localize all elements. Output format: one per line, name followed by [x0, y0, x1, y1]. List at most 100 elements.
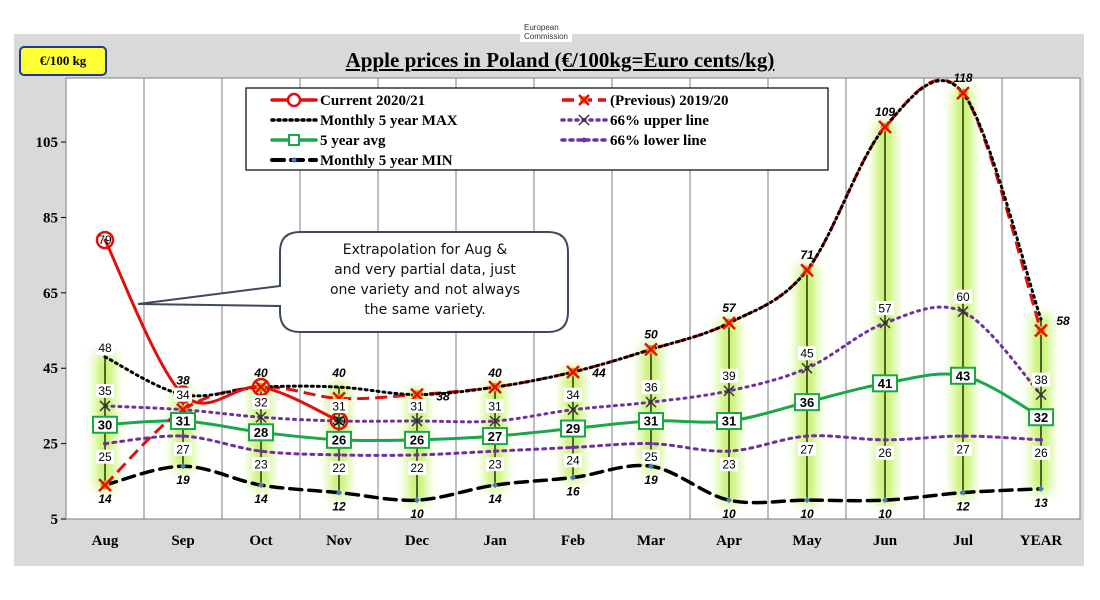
data-label-upper66-box	[1032, 372, 1050, 387]
data-label-upper66: 31	[410, 399, 424, 413]
x-tick-label: Jul	[953, 533, 973, 549]
legend-label: Monthly 5 year MIN	[320, 153, 453, 169]
y-tick-label: 25	[43, 437, 58, 453]
data-label-avg-box	[248, 423, 274, 442]
data-label-min: 10	[722, 507, 736, 521]
series-line-current	[103, 238, 341, 423]
data-label-min: 13	[1034, 496, 1048, 510]
data-label-upper66-box	[798, 346, 816, 361]
source-line: European	[524, 23, 559, 32]
data-label-avg: 32	[1034, 410, 1048, 425]
marker-previous	[1034, 323, 1048, 338]
data-label-lower66-box	[564, 453, 582, 468]
data-label-previous: 50	[644, 327, 658, 341]
data-label-lower66-box	[408, 460, 426, 475]
data-label-previous: 57	[722, 301, 737, 315]
data-label-current: 79	[98, 233, 112, 247]
marker-upper66	[333, 415, 345, 427]
data-label-avg: 41	[878, 376, 892, 391]
legend-label: 66% lower line	[610, 133, 707, 149]
marker-previous	[488, 380, 502, 394]
marker-min	[726, 497, 732, 504]
legend-label: (Previous) 2019/20	[610, 93, 728, 109]
marker-min	[1038, 485, 1044, 492]
data-label-avg-box	[716, 412, 742, 430]
marker-previous	[98, 478, 112, 492]
marker-previous	[800, 263, 814, 278]
marker-current	[251, 377, 271, 397]
data-label-lower66-box	[252, 457, 270, 472]
data-label-upper66: 39	[722, 369, 736, 383]
y-tick-label: 105	[36, 135, 59, 151]
x-tick-label: Jan	[483, 533, 507, 549]
data-label-avg-box	[638, 412, 664, 430]
marker-previous	[566, 365, 580, 379]
data-label-upper66: 32	[254, 396, 268, 410]
data-label-previous: 44	[591, 366, 606, 380]
data-label-upper66-box	[174, 387, 192, 402]
data-label-lower66: 27	[176, 442, 190, 456]
source-line: Commission	[524, 32, 569, 41]
callout-line: the same variety.	[364, 302, 486, 318]
legend	[245, 87, 829, 171]
x-tick-label: Dec	[405, 533, 429, 549]
marker-lower66	[415, 452, 419, 457]
marker-lower66	[805, 434, 809, 439]
legend-label: Current 2020/21	[320, 93, 425, 109]
marker-previous	[254, 380, 268, 394]
data-label-avg: 26	[332, 433, 346, 448]
data-label-lower66-box	[1032, 445, 1050, 460]
data-label-max: 40	[253, 366, 268, 380]
data-label-min: 10	[410, 507, 424, 521]
data-label-lower66-box	[96, 449, 114, 464]
data-label-lower66: 24	[566, 454, 580, 468]
marker-upper66	[645, 396, 657, 408]
marker-min	[648, 463, 654, 470]
data-label-max: 48	[98, 341, 112, 355]
marker-upper66	[255, 411, 267, 423]
data-label-upper66-box	[96, 383, 114, 398]
data-label-lower66: 27	[956, 442, 970, 456]
data-label-avg-box	[794, 393, 820, 412]
data-label-upper66-box	[486, 399, 504, 413]
marker-upper66	[957, 306, 969, 318]
data-label-upper66: 35	[98, 384, 112, 398]
legend-marker-previous	[578, 94, 590, 106]
callout-line: Extrapolation for Aug &	[342, 242, 508, 258]
data-label-avg-box	[872, 374, 898, 393]
marker-min	[414, 497, 420, 504]
legend-label: 5 year avg	[320, 133, 386, 149]
data-label-avg-box	[326, 430, 352, 449]
x-tick-label: Aug	[92, 533, 119, 549]
data-label-avg: 30	[98, 417, 112, 432]
data-label-avg-box	[950, 366, 976, 385]
data-label-lower66: 23	[254, 457, 268, 471]
marker-upper66	[1035, 389, 1047, 401]
legend-label: 66% upper line	[610, 113, 709, 129]
data-label-avg-box	[560, 419, 586, 438]
data-label-previous: 118	[953, 71, 972, 85]
marker-lower66	[103, 441, 107, 446]
data-label-max-box	[96, 340, 114, 355]
legend-marker-current	[286, 92, 302, 108]
x-tick-label: YEAR	[1020, 533, 1063, 549]
data-label-lower66: 22	[410, 461, 424, 475]
data-label-lower66: 25	[644, 450, 658, 464]
data-label-upper66-box	[408, 399, 426, 413]
data-label-max: 40	[487, 366, 502, 380]
marker-lower66	[649, 441, 653, 446]
data-label-lower66: 22	[332, 461, 346, 475]
data-label-upper66-box	[330, 399, 348, 413]
data-label-upper66: 60	[956, 290, 970, 304]
source-label: European Commission	[520, 22, 573, 42]
marker-min	[960, 489, 966, 496]
marker-upper66	[411, 415, 423, 427]
data-label-upper66: 31	[488, 399, 502, 413]
data-label-current: 30	[332, 414, 346, 428]
data-label-avg: 31	[176, 414, 190, 429]
data-label-upper66: 31	[332, 399, 346, 413]
data-label-max: 58	[1056, 314, 1070, 328]
data-label-avg: 36	[800, 395, 814, 410]
marker-min	[804, 497, 810, 504]
